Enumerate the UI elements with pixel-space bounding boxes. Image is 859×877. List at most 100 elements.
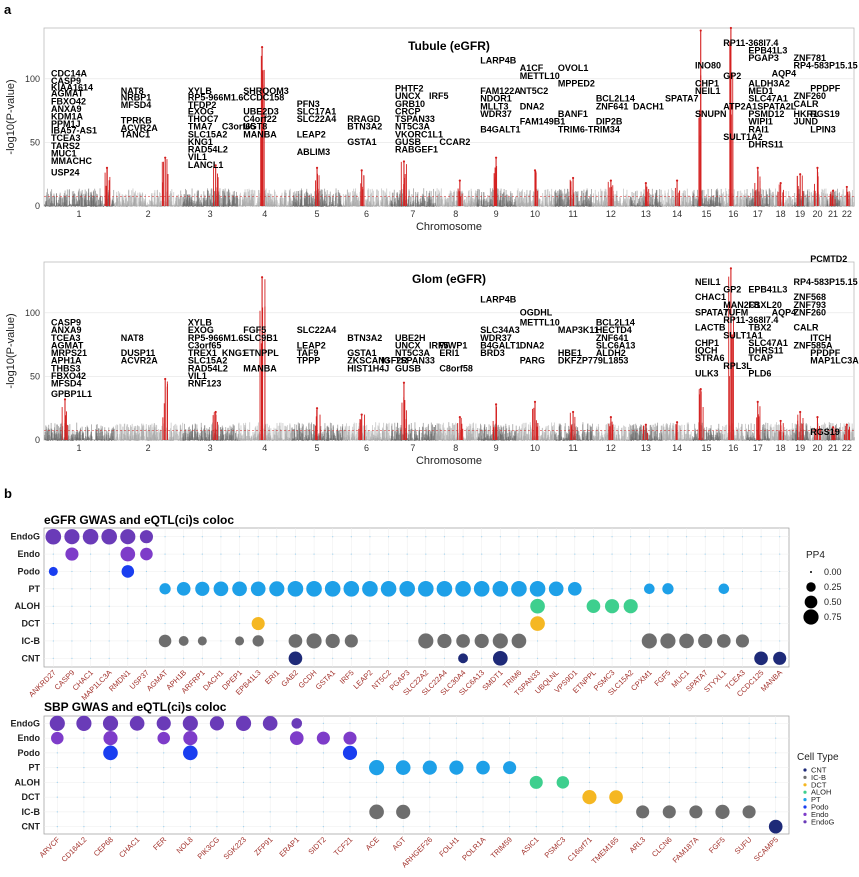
- snp-point: [275, 197, 277, 206]
- snp-point: [121, 206, 123, 207]
- snp-point: [559, 205, 561, 207]
- snp-point: [653, 205, 655, 207]
- snp-point: [378, 205, 379, 207]
- snp-point: [226, 191, 228, 206]
- snp-point: [183, 194, 185, 206]
- snp-point: [323, 199, 325, 206]
- snp-point: [125, 198, 127, 206]
- snp-point: [227, 205, 229, 207]
- snp-point: [731, 205, 733, 207]
- snp-point: [130, 195, 132, 206]
- snp-point: [340, 206, 342, 207]
- snp-point: [699, 205, 700, 207]
- snp-point: [117, 205, 119, 207]
- snp-point: [347, 203, 349, 206]
- gene-label: PPM1J: [51, 119, 81, 129]
- snp-point: [584, 199, 586, 206]
- snp-point: [383, 205, 385, 207]
- snp-point: [844, 195, 846, 206]
- snp-point: [44, 205, 46, 207]
- snp-point: [91, 205, 93, 207]
- snp-point: [80, 205, 82, 207]
- snp-point: [707, 188, 709, 206]
- gene-label: ZNF260: [794, 91, 827, 101]
- snp-point: [171, 189, 173, 206]
- snp-point: [651, 205, 653, 207]
- snp-point: [57, 205, 58, 207]
- snp-point: [63, 439, 64, 441]
- snp-point: [44, 204, 46, 206]
- snp-point: [618, 203, 620, 206]
- snp-point: [370, 205, 372, 207]
- snp-point: [516, 204, 517, 206]
- snp-point: [320, 189, 322, 206]
- snp-point: [175, 197, 177, 206]
- snp-point: [58, 205, 60, 207]
- snp-point: [391, 192, 393, 206]
- snp-point: [525, 193, 527, 206]
- snp-point: [352, 205, 354, 207]
- snp-point: [160, 201, 162, 206]
- snp-point: [687, 195, 689, 206]
- snp-point: [604, 205, 606, 207]
- snp-point: [700, 205, 702, 207]
- snp-point: [337, 189, 339, 206]
- snp-point: [664, 193, 666, 206]
- gene-label: FBXO42: [51, 96, 86, 106]
- gene-label: CDC14A: [51, 68, 88, 78]
- snp-point: [255, 205, 256, 206]
- snp-point: [824, 205, 826, 207]
- snp-point: [114, 205, 116, 207]
- y-tick-label: 0: [35, 201, 40, 211]
- snp-point: [497, 193, 499, 206]
- snp-point: [621, 205, 623, 207]
- snp-point: [77, 192, 79, 206]
- snp-point: [415, 205, 417, 207]
- snp-point: [764, 198, 766, 206]
- snp-point: [603, 191, 605, 206]
- snp-point: [656, 205, 658, 207]
- snp-point: [478, 189, 480, 206]
- snp-point: [592, 202, 593, 206]
- snp-point: [134, 205, 136, 207]
- snp-point: [556, 192, 558, 206]
- peak-top-snp: [779, 182, 782, 185]
- snp-point: [412, 202, 414, 206]
- snp-point: [296, 200, 298, 206]
- snp-point: [598, 195, 600, 206]
- gene-label: RGS19: [810, 109, 840, 119]
- snp-point: [90, 205, 92, 207]
- snp-point: [692, 205, 694, 207]
- snp-point: [380, 201, 382, 206]
- snp-point: [241, 199, 243, 206]
- snp-point: [711, 195, 713, 206]
- snp-point: [133, 199, 135, 206]
- snp-point: [574, 205, 575, 207]
- snp-point: [750, 192, 752, 206]
- snp-point: [570, 205, 572, 207]
- snp-point: [527, 204, 529, 206]
- snp-point: [675, 195, 677, 206]
- snp-point: [383, 205, 385, 207]
- snp-point: [286, 205, 288, 207]
- snp-point: [625, 205, 627, 207]
- snp-point: [640, 205, 642, 207]
- snp-point: [528, 194, 530, 206]
- snp-point: [405, 205, 407, 207]
- snp-point: [51, 196, 53, 206]
- snp-point: [93, 199, 95, 206]
- snp-point: [693, 205, 695, 207]
- snp-point: [348, 205, 350, 207]
- snp-point: [401, 189, 403, 206]
- snp-point: [693, 194, 695, 206]
- chromosome-tick-label: 8: [453, 209, 458, 219]
- snp-point: [313, 204, 315, 206]
- snp-point: [257, 189, 259, 206]
- snp-point: [825, 197, 827, 206]
- snp-point: [399, 205, 401, 207]
- snp-point: [359, 205, 361, 207]
- snp-point: [115, 205, 117, 207]
- snp-point: [230, 204, 232, 206]
- snp-point: [371, 205, 373, 207]
